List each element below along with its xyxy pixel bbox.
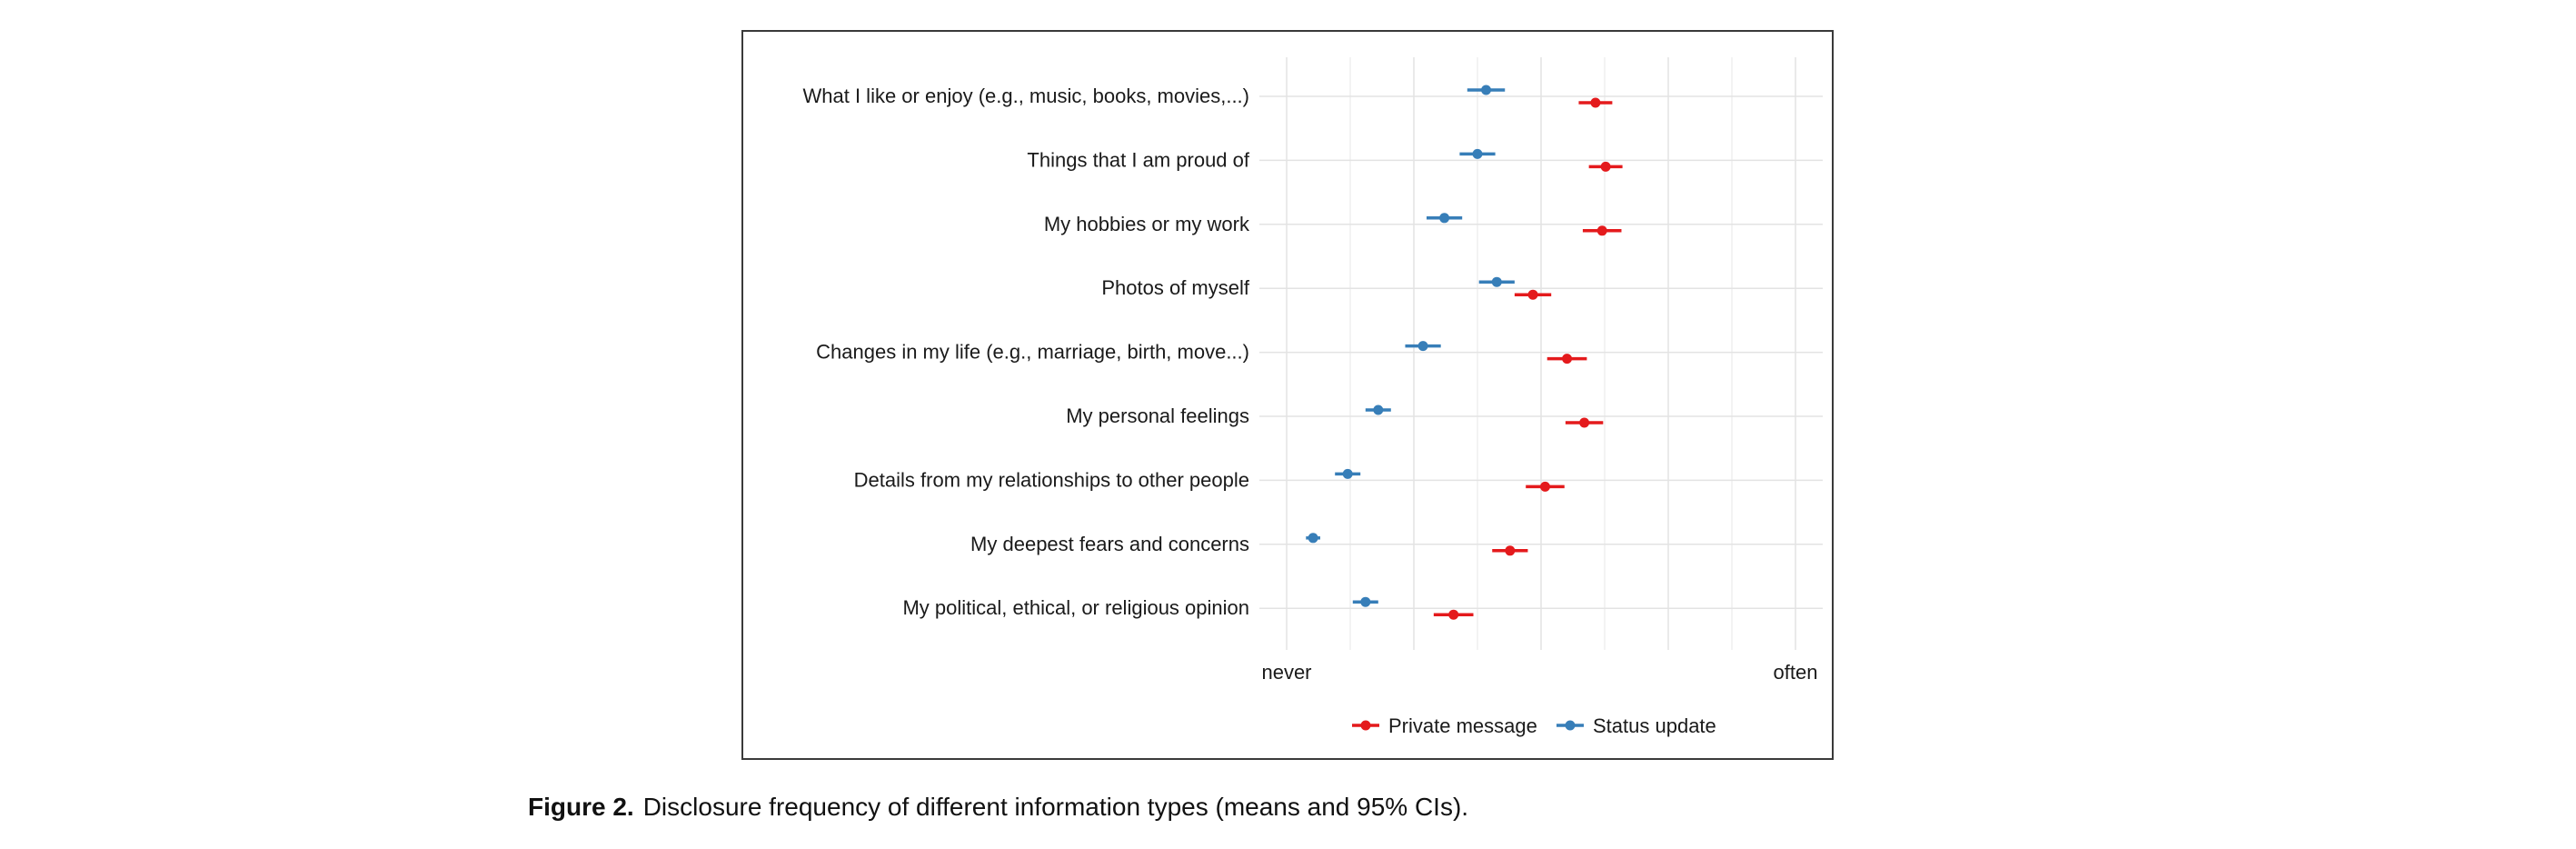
mean-point [1439, 213, 1450, 224]
dot-whisker-chart: What I like or enjoy (e.g., music, books… [803, 57, 1823, 737]
mean-point [1491, 276, 1502, 287]
mean-point [1600, 161, 1611, 172]
x-axis-ticks: never often [1261, 661, 1817, 684]
legend-label: Status update [1593, 714, 1716, 737]
mean-point [1562, 354, 1573, 365]
caption-label: Figure 2. [528, 793, 634, 821]
series-marks [1306, 85, 1623, 620]
mean-point [1579, 417, 1590, 428]
category-label: What I like or enjoy (e.g., music, books… [803, 85, 1250, 107]
legend-label: Private message [1388, 714, 1537, 737]
category-label: Things that I am proud of [1027, 148, 1249, 171]
category-label: Changes in my life (e.g., marriage, birt… [816, 341, 1249, 364]
mean-point [1596, 225, 1607, 236]
legend-swatch-point [1360, 720, 1371, 731]
x-tick-label: often [1774, 661, 1818, 684]
grid-lines [1259, 57, 1823, 650]
mean-point [1505, 545, 1516, 556]
mean-point [1590, 97, 1601, 108]
mean-point [1527, 289, 1538, 300]
category-label: Details from my relationships to other p… [854, 468, 1249, 491]
category-label: My deepest fears and concerns [970, 533, 1249, 555]
legend-item: Status update [1557, 714, 1716, 737]
legend-swatch-point [1565, 720, 1576, 731]
mean-point [1308, 533, 1318, 544]
category-label: My political, ethical, or religious opin… [902, 596, 1249, 619]
category-label: My hobbies or my work [1044, 213, 1250, 235]
mean-point [1448, 609, 1459, 620]
legend: Private message Status update [1352, 714, 1716, 737]
chart-frame: What I like or enjoy (e.g., music, books… [741, 30, 1834, 760]
category-label: My personal feelings [1066, 405, 1249, 427]
mean-point [1481, 85, 1492, 95]
mean-point [1539, 481, 1550, 492]
mean-point [1417, 341, 1428, 352]
mean-point [1342, 468, 1353, 479]
mean-point [1373, 405, 1384, 415]
caption-text: Disclosure frequency of different inform… [642, 793, 1469, 821]
legend-item: Private message [1352, 714, 1537, 737]
category-labels: What I like or enjoy (e.g., music, books… [803, 85, 1250, 619]
figure-caption: Figure 2. Disclosure frequency of differe… [528, 793, 1468, 822]
mean-point [1472, 148, 1483, 159]
x-tick-label: never [1261, 661, 1311, 684]
category-label: Photos of myself [1101, 276, 1250, 299]
mean-point [1360, 596, 1371, 607]
